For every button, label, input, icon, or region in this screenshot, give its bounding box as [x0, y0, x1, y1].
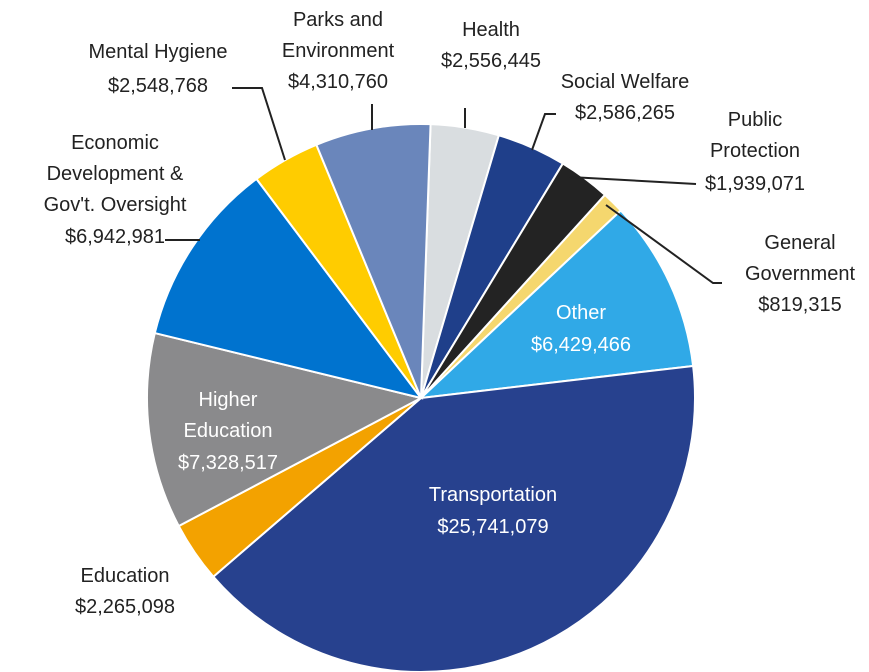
pie-slice: [153, 177, 424, 400]
slice-label: Higher Education: [183, 389, 273, 442]
value-label: $2,586,265: [574, 102, 676, 124]
slice-label: Education: [80, 565, 170, 587]
value-label: $6,942,981: [64, 226, 166, 248]
leader-line: [605, 204, 722, 284]
slice-label: Social Welfare: [560, 71, 690, 93]
slice-label: Health: [462, 19, 520, 41]
slice-label: Transportation: [428, 484, 558, 506]
slice-label: Public Protection: [709, 109, 801, 162]
leader-line: [232, 87, 286, 161]
leader-lines: [165, 87, 722, 284]
value-label: $7,328,517: [177, 452, 279, 474]
value-label: $819,315: [758, 294, 842, 316]
value-label: $4,310,760: [287, 71, 389, 93]
value-label: $2,548,768: [107, 75, 209, 97]
slice-label: General Government: [744, 232, 856, 285]
leader-line: [531, 113, 556, 151]
slice-label: Parks and Environment: [281, 9, 395, 62]
value-label: $6,429,466: [530, 334, 632, 356]
slice-label: Economic Development & Gov't. Oversight: [43, 132, 187, 216]
value-label: $2,556,445: [440, 50, 542, 72]
value-label: $25,741,079: [437, 516, 549, 538]
value-label: $2,265,098: [74, 596, 176, 618]
pie-slice: [418, 209, 695, 400]
value-label: $1,939,071: [704, 173, 806, 195]
slice-label: Other: [555, 302, 607, 324]
pie-slice: [211, 364, 696, 672]
slice-label: Mental Hygiene: [88, 41, 228, 63]
leader-line: [569, 176, 697, 185]
